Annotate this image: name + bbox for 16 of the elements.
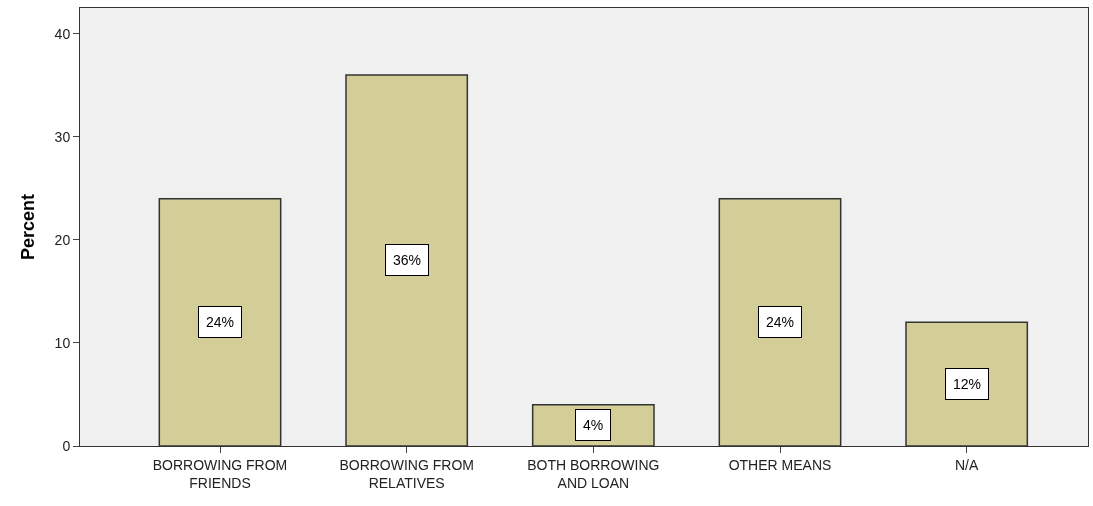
y-tick-label: 0 (62, 437, 71, 454)
data-label: 36% (393, 252, 422, 268)
data-label: 4% (583, 417, 604, 433)
y-tick-label: 40 (54, 25, 71, 42)
x-tick-label: N/A (955, 456, 979, 473)
y-tick-label: 30 (54, 128, 71, 145)
x-tick-label: OTHER MEANS (728, 456, 832, 473)
y-axis-title: Percent (17, 193, 38, 261)
data-label: 24% (206, 314, 235, 330)
x-tick-label: BORROWING FROM FRIENDS (152, 456, 288, 491)
y-tick-label: 10 (54, 334, 71, 351)
data-label: 12% (953, 376, 982, 392)
x-tick-label: BORROWING FROM RELATIVES (339, 456, 474, 491)
x-tick-label: BOTH BORROWING AND LOAN (527, 456, 660, 491)
data-label: 24% (766, 314, 795, 330)
y-tick-label: 20 (54, 231, 71, 248)
